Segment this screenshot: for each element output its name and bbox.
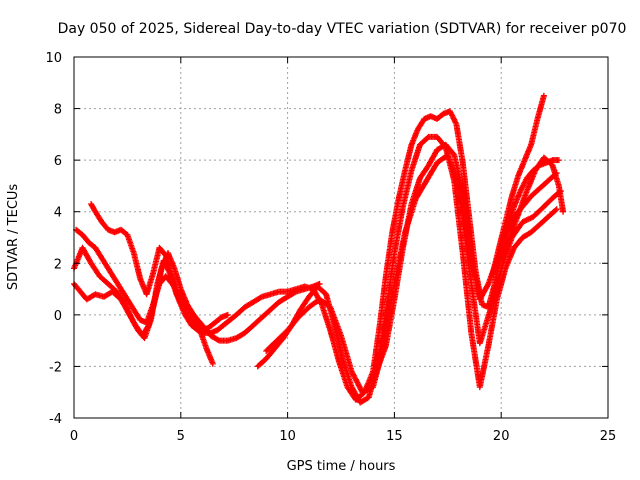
y-axis-label: SDTVAR / TECUs: [6, 184, 21, 291]
data-point: [209, 360, 216, 367]
data-point: [215, 336, 221, 343]
x-tick-label: 0: [70, 429, 78, 444]
y-tick-label: 2: [54, 257, 62, 272]
x-tick-label: 10: [279, 429, 296, 444]
chart-title: Day 050 of 2025, Sidereal Day-to-day VTE…: [58, 21, 627, 37]
series-track-5: [254, 133, 560, 406]
y-tick-label: -2: [49, 360, 62, 375]
x-tick-label: 25: [600, 429, 617, 444]
data-point: [540, 92, 547, 99]
data-point: [127, 312, 134, 319]
y-tick-label: -4: [49, 412, 62, 427]
x-axis-label: GPS time / hours: [287, 459, 396, 474]
x-tick-label: 20: [493, 429, 510, 444]
y-tick-label: 6: [54, 154, 62, 169]
y-tick-label: 8: [54, 103, 62, 118]
data-point: [555, 157, 562, 164]
data-point: [257, 294, 264, 301]
series-track-4: [88, 108, 562, 403]
y-tick-label: 0: [54, 309, 62, 324]
data-point: [145, 323, 151, 330]
data-series: [71, 92, 567, 406]
series-track-8: [489, 92, 547, 277]
y-tick-label: 10: [45, 51, 62, 66]
y-tick-label: 4: [54, 206, 62, 221]
x-tick-label: 5: [177, 429, 185, 444]
data-point: [224, 311, 231, 318]
x-tick-label: 15: [386, 429, 403, 444]
